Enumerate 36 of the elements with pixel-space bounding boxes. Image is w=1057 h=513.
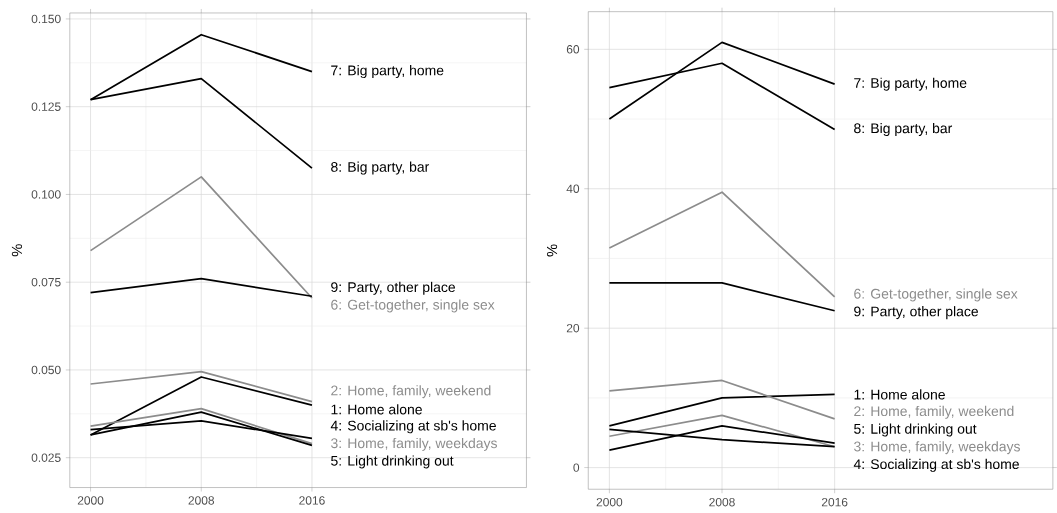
x-tick-label: 2008 — [709, 497, 735, 507]
series-label: 4: Socializing at sb's home — [330, 420, 496, 434]
series-label: 9: Party, other place — [331, 281, 456, 295]
y-tick-label: 0 — [573, 463, 580, 472]
series-label: 7: Big party, home — [331, 64, 444, 78]
series-label: 5: Light drinking out — [854, 423, 977, 437]
x-tick-label: 2000 — [596, 497, 623, 507]
series-label: 4: Socializing at sb's home — [853, 458, 1019, 472]
y-tick-label: 60 — [566, 44, 580, 54]
y-axis-title: % — [546, 244, 558, 257]
x-tick-label: 2000 — [77, 495, 104, 505]
y-tick-label: 0.050 — [31, 365, 61, 374]
y-axis-title: % — [11, 244, 23, 256]
series-label: 3: Home, family, weekdays — [854, 440, 1020, 454]
y-tick-label: 0.025 — [31, 453, 61, 462]
series-label: 6: Get-together, single sex — [854, 288, 1018, 302]
x-tick-label: 2008 — [188, 495, 215, 505]
y-tick-label: 0.150 — [31, 14, 61, 23]
y-tick-label: 0.125 — [31, 102, 61, 111]
series-label: 6: Get-together, single sex — [331, 299, 495, 313]
y-tick-label: 0.075 — [31, 277, 61, 287]
series-label: 3: Home, family, weekdays — [331, 437, 497, 451]
series-label: 2: Home, family, weekend — [331, 384, 491, 398]
y-tick-label: 20 — [566, 323, 580, 333]
x-tick-label: 2016 — [299, 495, 325, 505]
series-label: 1: Home alone — [854, 389, 945, 400]
y-tick-label: 40 — [566, 184, 580, 193]
x-tick-label: 2016 — [821, 497, 848, 507]
series-label: 9: Party, other place — [854, 305, 979, 319]
series-label: 7: Big party, home — [854, 77, 967, 91]
y-tick-label: 0.100 — [31, 189, 61, 199]
series-label: 2: Home, family, weekend — [854, 405, 1014, 419]
series-label: 8: Big party, bar — [331, 161, 430, 175]
series-label: 8: Big party, bar — [854, 122, 953, 136]
series-label: 5: Light drinking out — [331, 455, 454, 469]
series-label: 1: Home alone — [331, 403, 422, 415]
